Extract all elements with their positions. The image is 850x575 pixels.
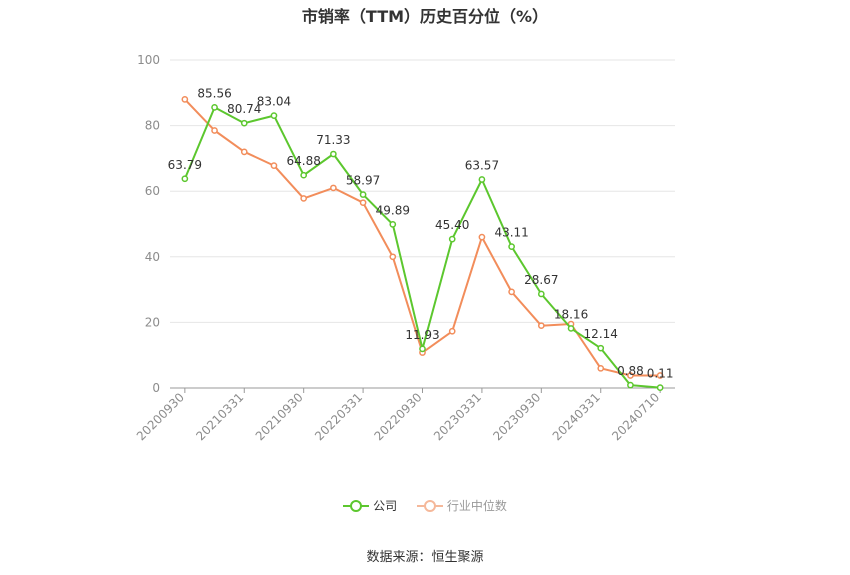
data-point-company (240, 119, 248, 127)
data-point-company (359, 191, 367, 198)
x-tick-label: 20210331 (193, 390, 246, 443)
data-label: 63.79 (168, 158, 202, 172)
data-point-industry-median (300, 195, 308, 202)
data-point-industry-median (627, 372, 634, 379)
data-point-company (211, 104, 218, 111)
x-tick-label: 20200930 (134, 390, 187, 443)
data-label: 58.97 (346, 174, 380, 188)
data-label: 63.57 (465, 158, 499, 172)
data-label: 64.88 (286, 154, 320, 168)
data-point-company (597, 344, 605, 352)
chart-title: 市销率（TTM）历史百分位（%） (301, 7, 549, 26)
data-point-industry-median (181, 96, 189, 103)
data-point-industry-median (656, 372, 664, 379)
data-label: 28.67 (524, 273, 558, 287)
y-tick-label: 60 (145, 184, 160, 198)
data-point-industry-median (389, 253, 397, 261)
data-point-company (300, 171, 308, 179)
data-label: 71.33 (316, 133, 350, 147)
y-tick-label: 80 (145, 119, 160, 133)
data-point-company (448, 235, 456, 243)
data-point-industry-median (537, 322, 545, 330)
data-point-industry-median (359, 199, 367, 207)
y-tick-label: 20 (145, 315, 160, 329)
data-point-industry-median (478, 233, 486, 241)
legend: 公司 行业中位数 (0, 497, 850, 516)
data-point-company (389, 221, 397, 228)
data-label: 49.89 (376, 203, 410, 217)
x-tick-label: 20220331 (312, 390, 365, 443)
legend-item-company[interactable]: 公司 (343, 497, 397, 514)
x-tick-label: 20240710 (609, 390, 662, 443)
data-point-industry-median (270, 162, 278, 169)
data-point-company (270, 112, 278, 119)
data-point-industry-median (240, 148, 248, 156)
x-tick-label: 20230930 (490, 390, 543, 443)
data-point-company (181, 175, 189, 183)
x-tick-label: 20240331 (550, 390, 603, 443)
data-label: 18.16 (554, 307, 588, 321)
legend-line-icon-company (343, 499, 370, 513)
data-label: 83.04 (257, 95, 291, 109)
data-label: 0.11 (647, 367, 674, 381)
data-label: 11.93 (405, 328, 439, 342)
x-tick-label: 20230331 (431, 390, 484, 443)
data-label: 43.11 (494, 226, 528, 240)
y-tick-label: 40 (145, 250, 160, 264)
data-label: 12.14 (584, 327, 618, 341)
data-point-company (537, 290, 545, 298)
data-point-industry-median (508, 288, 515, 296)
data-point-company (419, 345, 426, 353)
data-point-industry-median (211, 127, 218, 134)
data-point-industry-median (448, 327, 456, 335)
data-point-company (330, 150, 337, 158)
data-point-company (508, 243, 515, 250)
data-point-company (567, 325, 575, 332)
data-label: 0.88 (617, 364, 644, 378)
data-label: 85.56 (197, 86, 231, 100)
legend-item-industry-median[interactable]: 行业中位数 (416, 497, 507, 514)
x-tick-label: 20220930 (372, 390, 425, 443)
data-point-company (627, 381, 634, 389)
data-point-industry-median (330, 184, 337, 192)
data-point-industry-median (597, 364, 605, 372)
legend-label-industry-median: 行业中位数 (446, 499, 507, 513)
data-point-company (656, 384, 664, 391)
x-tick-label: 20210930 (253, 390, 306, 443)
data-point-company (478, 176, 486, 183)
data-label: 80.74 (227, 102, 261, 116)
y-tick-label: 0 (152, 381, 160, 395)
data-label: 45.40 (435, 218, 469, 232)
data-source: 数据来源：恒生聚源 (366, 550, 484, 565)
legend-line-icon-industry-median (416, 499, 443, 513)
legend-label-company: 公司 (373, 499, 398, 513)
y-tick-label: 100 (137, 53, 160, 67)
